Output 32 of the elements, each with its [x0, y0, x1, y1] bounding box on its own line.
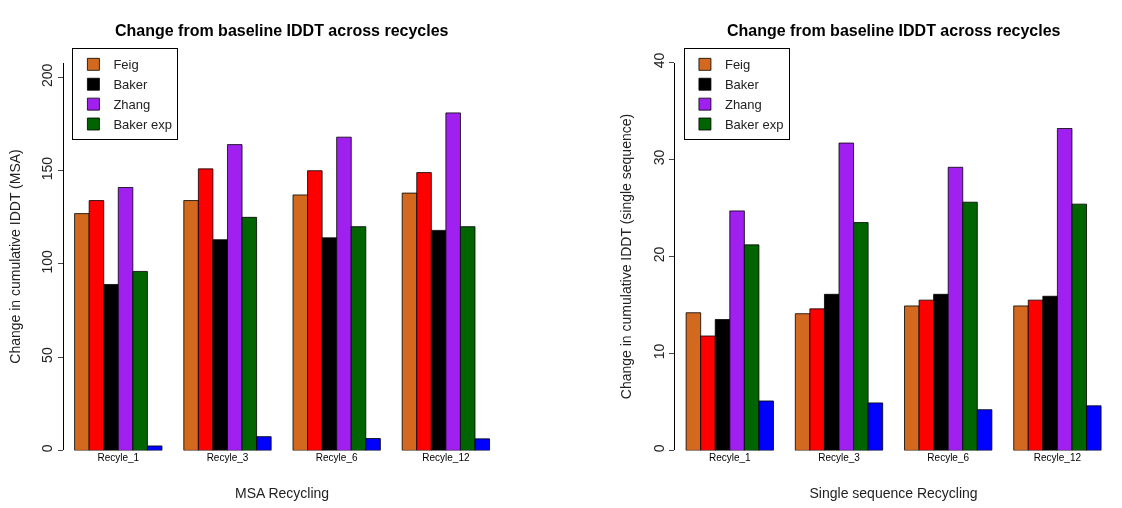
x-axis-title: Single sequence Recycling — [809, 484, 978, 501]
y-axis-title: Change in cumulative IDDT (MSA) — [6, 149, 23, 364]
x-tick-label: Recyle_12 — [1033, 452, 1082, 464]
y-tick-label: 0 — [39, 444, 56, 453]
y-tick-label: 200 — [39, 63, 56, 88]
legend-label: Zhang — [113, 97, 151, 113]
chart-title: Change from baseline IDDT across recycles — [727, 22, 1061, 39]
x-tick-label: Recyle_3 — [206, 452, 249, 464]
legend-label: Feig — [113, 57, 139, 73]
x-axis-title: MSA Recycling — [235, 484, 330, 501]
y-tick-label: 40 — [650, 52, 667, 69]
legend-label: Feig — [724, 57, 751, 73]
y-tick-label: 30 — [650, 149, 667, 166]
legend-label: Baker exp — [113, 117, 172, 133]
x-tick-label: Recyle_3 — [818, 452, 861, 464]
y-axis-title: Change in cumulative IDDT (single sequence) — [618, 113, 635, 400]
x-tick-label: Recyle_12 — [422, 452, 470, 464]
y-tick-label: 10 — [650, 343, 667, 360]
x-tick-label: Recyle_6 — [927, 452, 970, 464]
legend-label: Baker — [724, 77, 760, 93]
legend-label: Zhang — [724, 97, 762, 113]
x-tick-label: Recyle_6 — [315, 452, 358, 464]
x-tick-label: Recyle_1 — [708, 452, 752, 464]
y-tick-label: 0 — [650, 444, 667, 453]
y-tick-label: 50 — [39, 347, 56, 363]
legend-label: Baker — [113, 77, 149, 93]
y-tick-label: 100 — [39, 249, 56, 274]
y-tick-label: 150 — [39, 156, 56, 181]
chart-title: Change from baseline IDDT across recycles — [115, 22, 449, 39]
x-tick-label: Recyle_1 — [97, 452, 140, 464]
y-tick-label: 20 — [650, 246, 667, 263]
legend-label: Baker exp — [724, 117, 784, 133]
